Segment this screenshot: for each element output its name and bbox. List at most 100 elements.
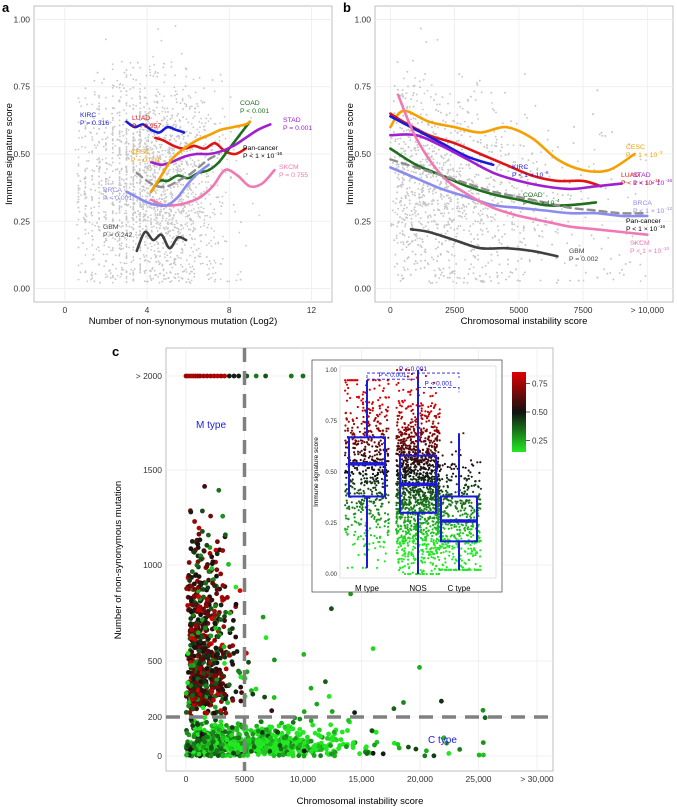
scatter-point (566, 242, 569, 245)
scatter-point (172, 206, 175, 209)
scatter-point (115, 199, 118, 202)
scatter-point (610, 257, 612, 260)
scatter-point (170, 240, 173, 243)
scatter-point (506, 143, 509, 146)
scatter-point (184, 85, 187, 87)
scatter-point (191, 265, 194, 268)
scatter-point (135, 104, 138, 107)
scatter-point (396, 176, 399, 179)
scatter-point (197, 215, 200, 218)
scatter-point (84, 176, 87, 179)
scatter-point (91, 138, 94, 141)
scatter-point (180, 52, 183, 55)
series-line-skcm (149, 168, 276, 207)
scatter-point (470, 233, 472, 236)
scatter-point (141, 195, 144, 198)
series-pvalue-stad: P = 0.001 (283, 125, 312, 132)
scatter-point (469, 135, 472, 138)
scatter-point (149, 146, 152, 149)
scatter-point (201, 192, 203, 195)
scatter-point (163, 117, 166, 120)
scatter-point (456, 205, 459, 208)
scatter-point (118, 201, 121, 204)
scatter-point (434, 93, 437, 96)
scatter-point (435, 175, 438, 178)
scatter-point (413, 191, 416, 194)
scatter-point (406, 191, 408, 194)
scatter-point (139, 145, 142, 148)
series-label-skcm: SKCM (279, 164, 299, 171)
scatter-point (80, 262, 83, 265)
scatter-point (122, 247, 124, 250)
scatter-point (118, 139, 121, 141)
scatter-point (448, 112, 451, 115)
scatter-point (98, 127, 100, 130)
scatter-point (448, 266, 451, 269)
scatter-point (132, 271, 135, 274)
scatter-point (145, 174, 148, 177)
scatter-point (153, 253, 156, 256)
scatter-point (225, 240, 228, 243)
scatter-point (156, 125, 158, 128)
scatter-point (149, 110, 151, 113)
scatter-point (401, 89, 404, 92)
scatter-point (171, 237, 174, 240)
scatter-point (87, 232, 90, 235)
scatter-point (491, 102, 493, 104)
scatter-point (399, 216, 401, 219)
scatter-point (422, 78, 425, 81)
scatter-point (456, 276, 459, 279)
scatter-point (208, 242, 211, 245)
scatter-point (399, 137, 402, 140)
scatter-point (449, 200, 451, 203)
scatter-point (430, 256, 433, 259)
scatter-point (459, 225, 462, 227)
scatter-point (159, 222, 162, 225)
scatter-point (191, 148, 194, 151)
scatter-point (541, 236, 544, 238)
scatter-point (496, 276, 499, 278)
scatter-point (418, 80, 421, 83)
scatter-point (156, 230, 159, 232)
scatter-point (132, 182, 135, 185)
scatter-point (132, 217, 135, 220)
scatter-point (485, 273, 487, 275)
scatter-point (490, 91, 493, 94)
scatter-point (128, 105, 131, 107)
scatter-point (169, 230, 172, 232)
scatter-point (492, 216, 494, 219)
scatter-point (474, 175, 476, 178)
scatter-point (84, 220, 87, 223)
scatter-point (179, 263, 182, 266)
scatter-point (542, 192, 545, 195)
scatter-point (181, 277, 184, 280)
scatter-point (487, 177, 490, 180)
scatter-point (119, 261, 122, 264)
scatter-point (198, 131, 201, 134)
scatter-point (142, 128, 145, 131)
scatter-point (547, 129, 550, 132)
scatter-point (168, 148, 171, 151)
scatter-point (466, 99, 469, 101)
scatter-point (416, 237, 419, 240)
scatter-point (162, 125, 164, 127)
scatter-point (474, 220, 477, 223)
scatter-point (125, 138, 128, 140)
scatter-point (197, 207, 200, 209)
scatter-point (157, 242, 160, 245)
scatter-point (207, 120, 210, 123)
scatter-point (448, 276, 451, 279)
scatter-point (430, 220, 433, 223)
scatter-point (163, 116, 165, 119)
scatter-point (202, 87, 205, 90)
scatter-point (105, 191, 107, 194)
scatter-point (592, 163, 595, 166)
scatter-point (210, 245, 213, 248)
scatter-point (181, 163, 184, 165)
scatter-point (179, 224, 182, 226)
scatter-point (85, 248, 88, 250)
scatter-point (116, 79, 119, 82)
scatter-point (129, 206, 132, 208)
scatter-point (484, 264, 487, 267)
scatter-point (132, 104, 135, 106)
